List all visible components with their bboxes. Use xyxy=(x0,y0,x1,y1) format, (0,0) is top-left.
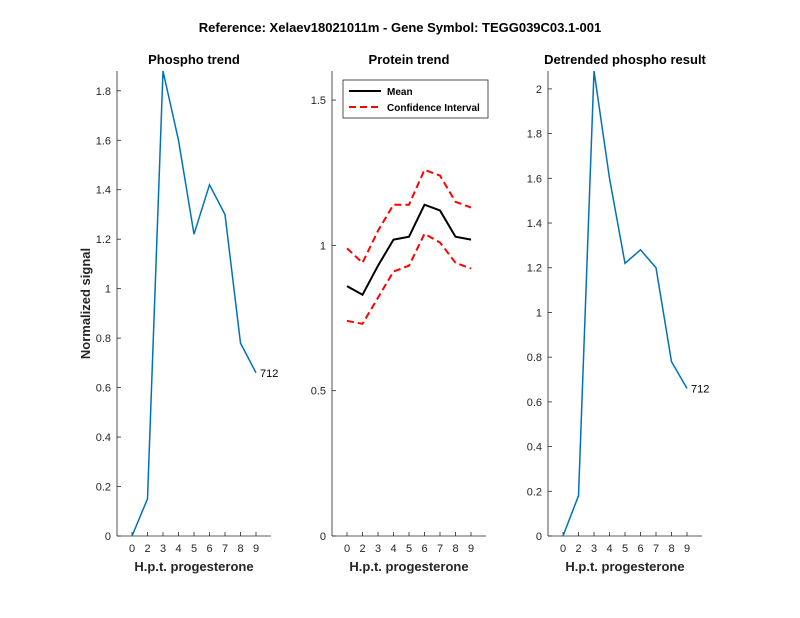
x-tick-label-detrended: 3 xyxy=(591,543,597,555)
x-tick-label-protein: 4 xyxy=(390,543,396,555)
y-tick-label-phospho: 0 xyxy=(105,531,111,543)
y-tick-label-protein: 0 xyxy=(320,531,326,543)
x-tick-label-phospho: 3 xyxy=(160,543,166,555)
x-tick-label-phospho: 0 xyxy=(129,543,135,555)
series-line-protein-0 xyxy=(346,203,472,297)
panel-detrended-phospho: Detrended phospho result 0 0.2 0.4 0.6 0.8 1 1.… xyxy=(527,52,710,574)
x-tick-label-phospho: 8 xyxy=(237,543,243,555)
y-tick-label-detrended: 1.4 xyxy=(527,218,542,230)
x-tick-label-phospho: 5 xyxy=(191,543,197,555)
x-tick-label-detrended: 9 xyxy=(684,543,690,555)
x-tick-label-detrended: 2 xyxy=(575,543,581,555)
x-tick-label-protein: 5 xyxy=(406,543,412,555)
series-line-detrended-0 xyxy=(562,70,688,537)
x-tick-label-phospho: 9 xyxy=(253,543,259,555)
x-axis-label-phospho: H.p.t. progesterone xyxy=(134,559,253,574)
x-tick-label-phospho: 4 xyxy=(175,543,181,555)
legend-box xyxy=(342,79,489,119)
series-end-label-detrended: 712 xyxy=(691,383,709,395)
y-tick-label-detrended: 0.6 xyxy=(527,397,542,409)
y-tick-label-detrended: 0.4 xyxy=(527,442,542,454)
panel-title-detrended: Detrended phospho result xyxy=(544,52,706,67)
y-tick-label-detrended: 1.8 xyxy=(527,129,542,141)
x-tick-label-phospho: 6 xyxy=(206,543,212,555)
y-tick-label-detrended: 1.2 xyxy=(527,263,542,275)
y-tick-label-phospho: 0.4 xyxy=(96,432,111,444)
y-tick-label-detrended: 1 xyxy=(536,307,542,319)
y-tick-label-protein: 1 xyxy=(320,240,326,252)
x-axis-label-protein: H.p.t. progesterone xyxy=(349,559,468,574)
x-tick-label-phospho: 7 xyxy=(222,543,228,555)
x-tick-label-protein: 8 xyxy=(452,543,458,555)
y-tick-label-detrended: 0.8 xyxy=(527,352,542,364)
y-tick-label-phospho: 1.6 xyxy=(96,135,111,147)
y-tick-label-protein: 0.5 xyxy=(311,386,326,398)
figure-title: Reference: Xelaev18021011m - Gene Symbol… xyxy=(199,20,602,35)
y-tick-label-phospho: 1.2 xyxy=(96,234,111,246)
x-tick-label-protein: 2 xyxy=(359,543,365,555)
y-tick-label-phospho: 0.8 xyxy=(96,333,111,345)
series-end-label-phospho: 712 xyxy=(260,368,278,380)
panel-phospho-trend: Phospho trend 0 0.2 0.4 0.6 0.8 1 1.2 1.4 1.6 1.8 0… xyxy=(78,52,278,574)
x-tick-label-detrended: 5 xyxy=(622,543,628,555)
x-tick-label-protein: 7 xyxy=(437,543,443,555)
legend-entry-label: Confidence Interval xyxy=(387,103,480,114)
x-tick-label-protein: 9 xyxy=(468,543,474,555)
y-tick-label-detrended: 0.2 xyxy=(527,486,542,498)
legend-entry-label: Mean xyxy=(387,87,413,98)
x-tick-label-detrended: 8 xyxy=(668,543,674,555)
series-line-phospho-0 xyxy=(131,70,257,537)
x-tick-label-detrended: 6 xyxy=(637,543,643,555)
x-tick-label-detrended: 4 xyxy=(606,543,612,555)
x-tick-label-protein: 3 xyxy=(375,543,381,555)
panel-title-protein: Protein trend xyxy=(369,52,450,67)
y-tick-label-phospho: 1.8 xyxy=(96,86,111,98)
y-tick-label-phospho: 0.6 xyxy=(96,383,111,395)
y-axis-label-phospho: Normalized signal xyxy=(78,248,93,359)
series-line-protein-2 xyxy=(346,232,472,325)
series-line-protein-1 xyxy=(346,168,472,265)
x-tick-label-detrended: 7 xyxy=(653,543,659,555)
x-axis-label-detrended: H.p.t. progesterone xyxy=(565,559,684,574)
x-tick-label-phospho: 2 xyxy=(144,543,150,555)
y-tick-label-detrended: 0 xyxy=(536,531,542,543)
x-tick-label-detrended: 0 xyxy=(560,543,566,555)
y-tick-label-protein: 1.5 xyxy=(311,95,326,107)
panel-title-phospho: Phospho trend xyxy=(148,52,240,67)
x-tick-label-protein: 6 xyxy=(421,543,427,555)
x-tick-label-protein: 0 xyxy=(344,543,350,555)
y-tick-label-detrended: 2 xyxy=(536,84,542,96)
y-tick-label-detrended: 1.6 xyxy=(527,173,542,185)
y-tick-label-phospho: 0.2 xyxy=(96,482,111,494)
y-tick-label-phospho: 1.4 xyxy=(96,185,111,197)
y-tick-label-phospho: 1 xyxy=(105,284,111,296)
